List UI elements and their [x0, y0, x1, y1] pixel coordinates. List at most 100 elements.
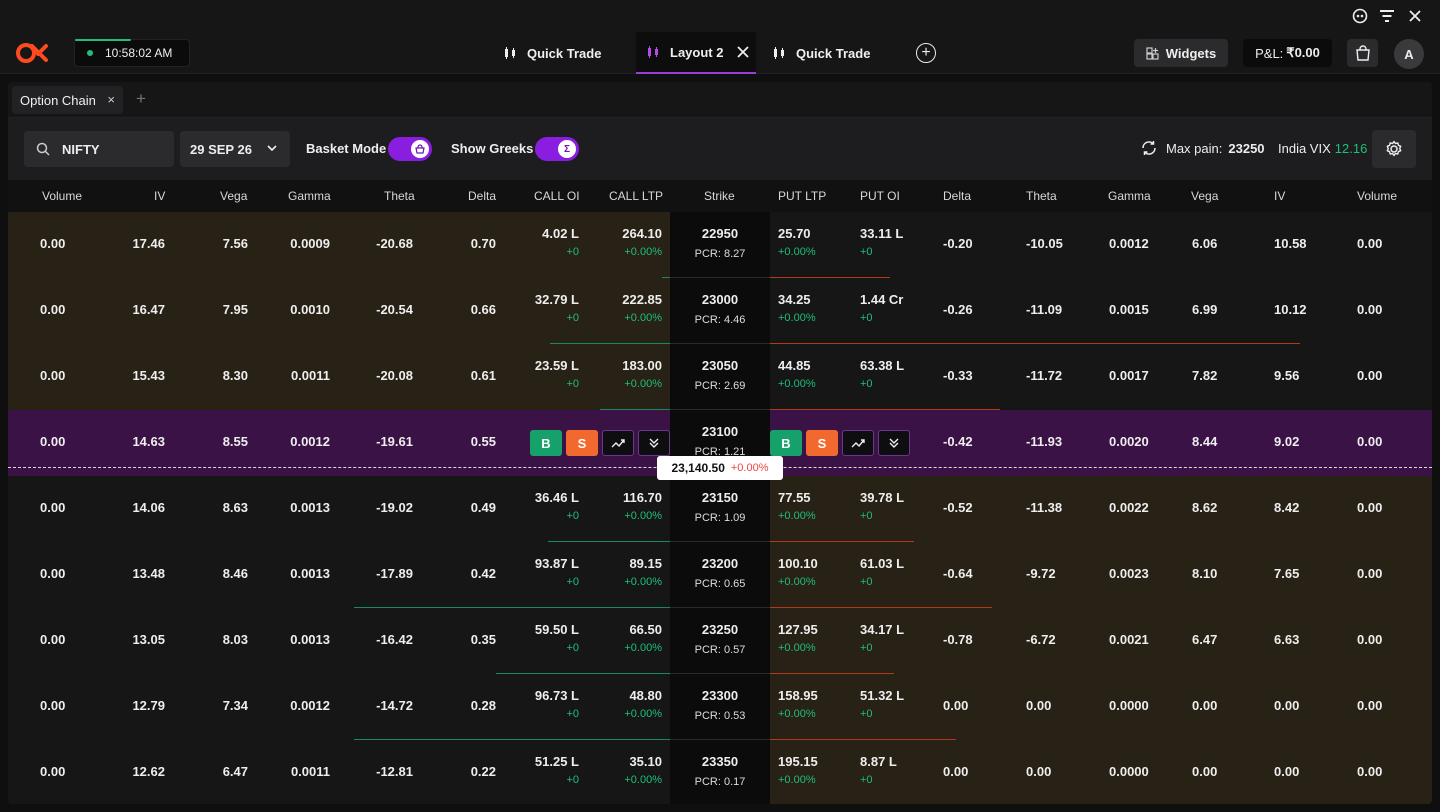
trend-up-icon — [851, 438, 865, 448]
col-call-delta[interactable]: Delta — [468, 189, 497, 203]
call-ltp-change: +0.00% — [624, 246, 662, 258]
expiry-select[interactable]: 29 SEP 26 — [180, 131, 290, 167]
app-logo[interactable] — [14, 40, 52, 66]
call-vega: 7.34 — [222, 698, 248, 713]
avatar[interactable]: A — [1394, 39, 1424, 69]
col-call-iv[interactable]: IV — [154, 189, 166, 203]
live-status-dot — [87, 50, 93, 56]
add-panel-tab-icon[interactable]: + — [136, 89, 146, 108]
table-row[interactable]: 0.00 12.79 7.34 0.0012 -14.72 0.28 96.73 L +0 48… — [8, 674, 1432, 740]
put-buy-button[interactable]: B — [770, 430, 802, 456]
basket-mode-toggle[interactable] — [388, 137, 432, 161]
put-oi-depth-bar — [770, 607, 992, 608]
expiry-value: 29 SEP 26 — [190, 141, 252, 157]
tab-quick-trade-2[interactable]: Quick Trade — [772, 32, 870, 74]
tab-option-chain[interactable]: Option Chain × — [12, 86, 123, 114]
table-row[interactable]: 0.00 13.05 8.03 0.0013 -16.42 0.35 59.50 L +0 66… — [8, 608, 1432, 674]
table-row[interactable]: 0.00 15.43 8.30 0.0011 -20.08 0.61 23.59 L +0 18… — [8, 344, 1432, 410]
put-vega: 8.62 — [1192, 500, 1218, 515]
call-chart-button[interactable] — [602, 430, 634, 456]
col-put-delta[interactable]: Delta — [943, 189, 972, 203]
call-theta: -20.68 — [376, 236, 413, 251]
pnl-display[interactable]: P&L: ₹0.00 — [1243, 39, 1332, 67]
table-row[interactable]: 0.00 14.63 8.55 0.0012 -19.61 0.55 B S B S -0.42 -1… — [8, 410, 1432, 476]
strike-price[interactable]: 22950 — [701, 226, 739, 241]
orders-bag-button[interactable] — [1347, 39, 1378, 67]
call-delta: 0.66 — [470, 302, 496, 317]
strike-price[interactable]: 23250 — [701, 622, 739, 637]
close-icon[interactable]: × — [107, 92, 115, 107]
put-iv: 6.63 — [1274, 632, 1300, 647]
call-iv: 12.79 — [132, 698, 165, 713]
tab-label: Quick Trade — [796, 45, 871, 61]
call-volume: 0.00 — [40, 434, 66, 449]
call-sell-button[interactable]: S — [566, 430, 598, 456]
table-row[interactable]: 0.00 17.46 7.56 0.0009 -20.68 0.70 4.02 L +0 264… — [8, 212, 1432, 278]
put-gamma: 0.0015 — [1109, 302, 1149, 317]
put-expand-button[interactable] — [878, 430, 910, 456]
strike-price[interactable]: 23300 — [701, 688, 739, 703]
col-put-ltp[interactable]: PUT LTP — [778, 189, 827, 203]
chevron-down-icon — [266, 142, 278, 157]
tab-layout-2[interactable]: Layout 2 — [636, 32, 756, 74]
col-put-volume[interactable]: Volume — [1357, 189, 1398, 203]
put-iv: 9.02 — [1274, 434, 1300, 449]
strike-price[interactable]: 23100 — [701, 424, 739, 439]
call-delta: 0.28 — [470, 698, 496, 713]
col-strike[interactable]: Strike — [704, 189, 735, 203]
col-put-gamma[interactable]: Gamma — [1108, 189, 1151, 203]
call-side-bg — [8, 212, 670, 278]
put-chart-button[interactable] — [842, 430, 874, 456]
strike-price[interactable]: 23000 — [701, 292, 739, 307]
row-divider — [670, 343, 770, 344]
col-put-oi[interactable]: PUT OI — [860, 189, 900, 203]
table-row[interactable]: 0.00 13.48 8.46 0.0013 -17.89 0.42 93.87 L +0 89… — [8, 542, 1432, 608]
call-ltp-change: +0.00% — [624, 642, 662, 654]
close-window-icon[interactable] — [1405, 7, 1425, 25]
call-delta: 0.35 — [470, 632, 496, 647]
call-expand-button[interactable] — [638, 430, 670, 456]
put-sell-button[interactable]: S — [806, 430, 838, 456]
show-greeks-label: Show Greeks — [451, 141, 534, 156]
col-call-vega[interactable]: Vega — [220, 189, 248, 203]
put-gamma: 0.0023 — [1109, 566, 1149, 581]
put-delta: -0.42 — [943, 434, 973, 449]
pcr-value: PCR: 0.65 — [694, 578, 746, 590]
col-call-volume[interactable]: Volume — [42, 189, 83, 203]
call-theta: -19.02 — [376, 500, 413, 515]
refresh-icon[interactable] — [1140, 139, 1158, 157]
strike-price[interactable]: 23050 — [701, 358, 739, 373]
col-put-vega[interactable]: Vega — [1191, 189, 1219, 203]
col-call-theta[interactable]: Theta — [384, 189, 415, 203]
col-put-iv[interactable]: IV — [1274, 189, 1286, 203]
strike-price[interactable]: 23150 — [701, 490, 739, 505]
filter-icon[interactable] — [1377, 7, 1397, 25]
col-call-oi[interactable]: CALL OI — [534, 189, 580, 203]
settings-button[interactable] — [1372, 130, 1416, 168]
col-put-theta[interactable]: Theta — [1026, 189, 1057, 203]
call-buy-button[interactable]: B — [530, 430, 562, 456]
strike-price[interactable]: 23350 — [701, 754, 739, 769]
put-vega: 6.47 — [1192, 632, 1218, 647]
put-delta: -0.20 — [943, 236, 973, 251]
col-call-gamma[interactable]: Gamma — [288, 189, 331, 203]
col-call-ltp[interactable]: CALL LTP — [609, 189, 664, 203]
table-row[interactable]: 0.00 16.47 7.95 0.0010 -20.54 0.66 32.79 L +0 22… — [8, 278, 1432, 344]
put-theta: -9.72 — [1026, 566, 1056, 581]
tab-quick-trade-1[interactable]: Quick Trade — [503, 32, 601, 74]
add-tab-icon[interactable]: + — [916, 43, 936, 63]
widgets-icon — [1146, 46, 1159, 60]
table-row[interactable]: 0.00 14.06 8.63 0.0013 -19.02 0.49 36.46 L +0 11… — [8, 476, 1432, 542]
keyboard-shortcut-icon[interactable] — [1350, 7, 1370, 25]
symbol-search[interactable]: NIFTY — [24, 131, 174, 167]
put-vega: 7.82 — [1192, 368, 1218, 383]
close-tab-icon[interactable] — [737, 46, 750, 58]
pcr-value: PCR: 4.46 — [694, 314, 746, 326]
call-oi-change: +0 — [566, 378, 579, 390]
put-theta: -6.72 — [1026, 632, 1056, 647]
table-row[interactable]: 0.00 12.62 6.47 0.0011 -12.81 0.22 51.25 L +0 35… — [8, 740, 1432, 804]
widgets-button[interactable]: Widgets — [1134, 39, 1228, 67]
put-oi-depth-bar — [770, 409, 1000, 410]
show-greeks-toggle[interactable]: Σ — [535, 137, 579, 161]
strike-price[interactable]: 23200 — [701, 556, 739, 571]
